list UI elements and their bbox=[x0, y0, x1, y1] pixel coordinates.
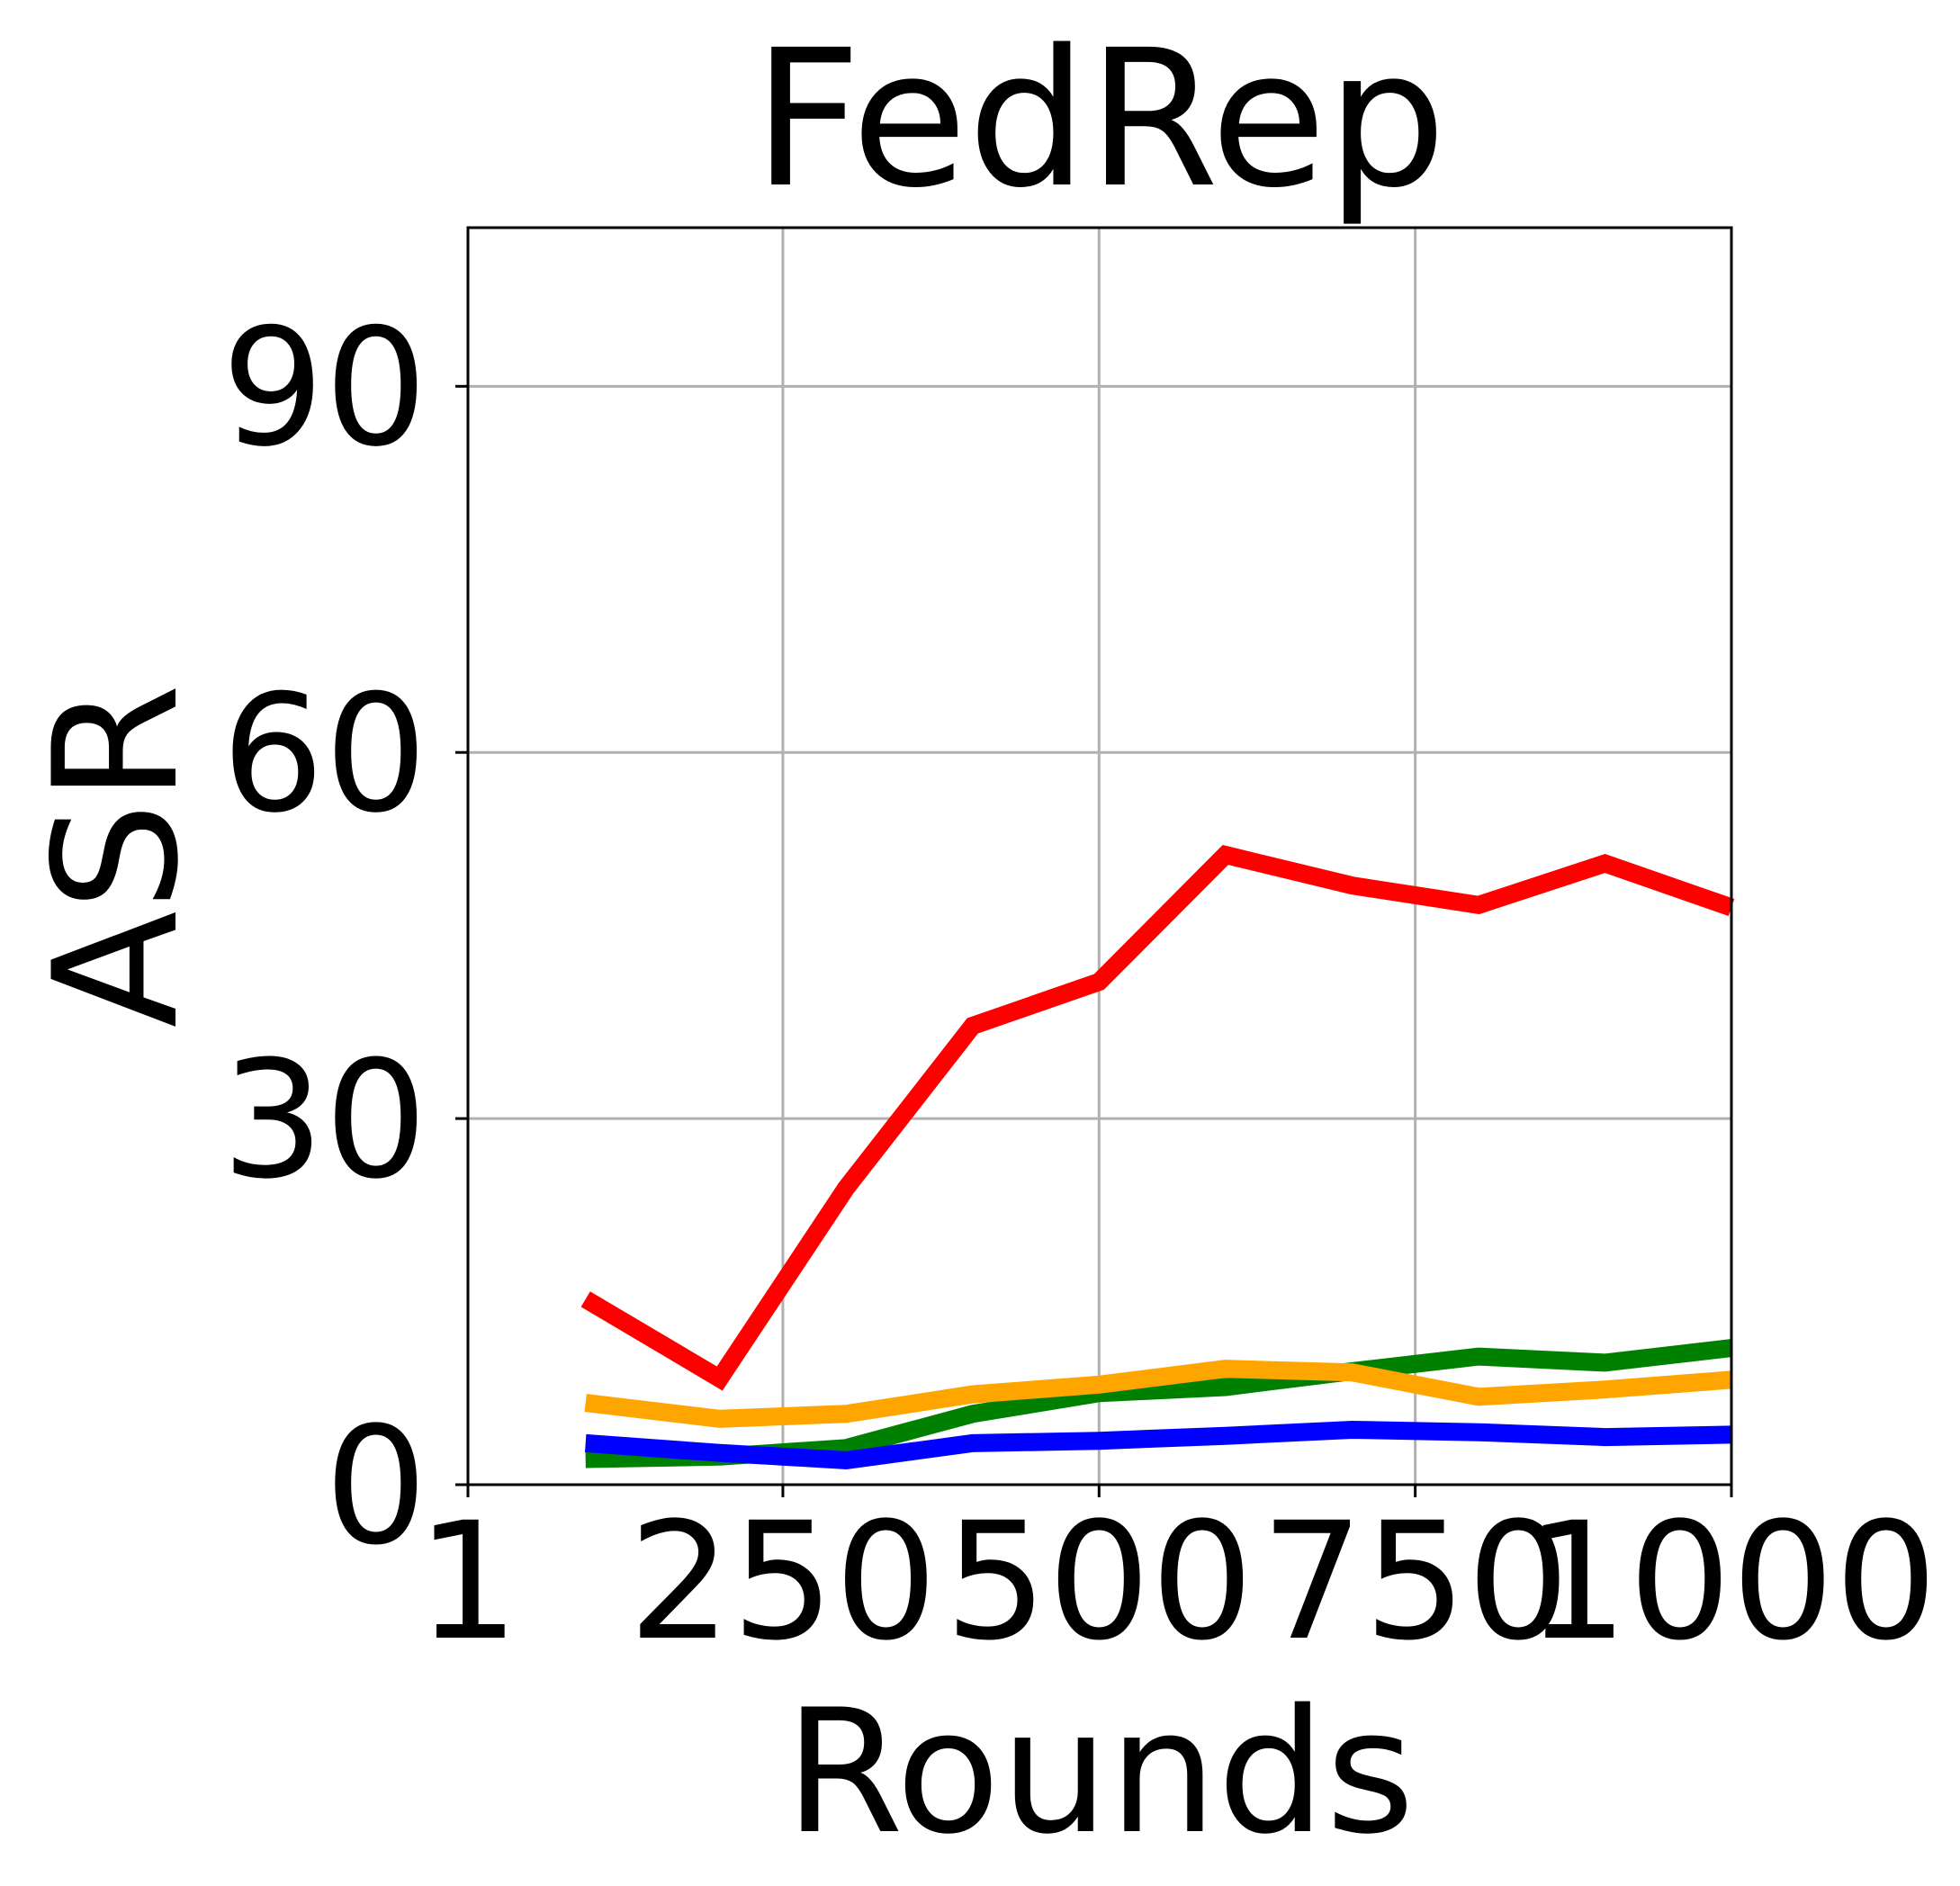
axis-ticks bbox=[455, 384, 1733, 1497]
x-tick-label: 250 bbox=[628, 1488, 938, 1676]
x-tick-label: 500 bbox=[945, 1488, 1254, 1676]
series-line-4 bbox=[580, 845, 1735, 1391]
x-tick-label: 1 bbox=[417, 1488, 520, 1676]
series-line-3 bbox=[584, 1420, 1732, 1469]
y-tick-label: 30 bbox=[221, 1027, 427, 1215]
chart-title: FedRep bbox=[753, 9, 1447, 229]
y-tick-label: 60 bbox=[221, 660, 427, 849]
series-line-2 bbox=[584, 1360, 1732, 1428]
y-tick-labels: 0 30 60 90 bbox=[221, 294, 427, 1581]
x-axis-label: Rounds bbox=[785, 1673, 1415, 1872]
y-tick-label: 0 bbox=[324, 1393, 427, 1581]
x-tick-label: 750 bbox=[1261, 1488, 1570, 1676]
y-axis-label: ASR bbox=[17, 684, 216, 1028]
x-tick-label: 1000 bbox=[1525, 1488, 1938, 1676]
series-lines bbox=[580, 845, 1735, 1469]
y-tick-label: 90 bbox=[221, 294, 427, 482]
grid-lines bbox=[466, 228, 1733, 1486]
